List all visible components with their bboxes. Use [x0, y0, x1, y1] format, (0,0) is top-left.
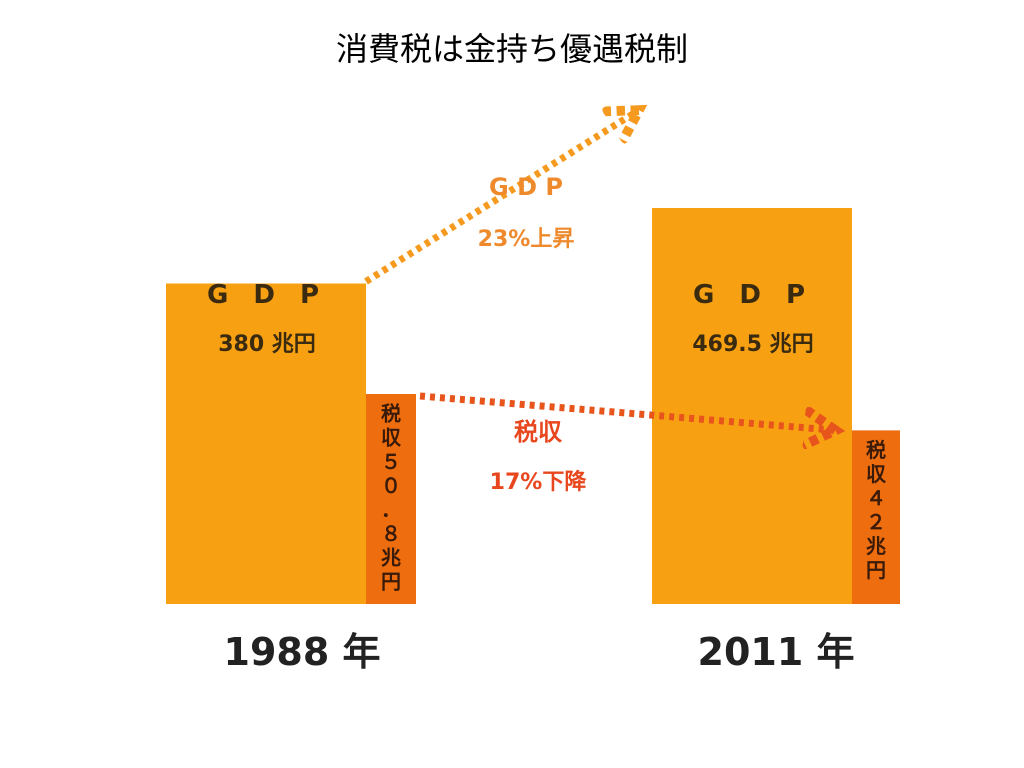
annotation-title: G D P [489, 173, 563, 201]
year-label: 1988 年 [224, 630, 381, 674]
gdp-value-label: 380 兆円 [218, 332, 316, 357]
tax-decline-arrow [419, 392, 832, 430]
tax-bar-vertical-label: 税収４２兆円 [866, 438, 887, 582]
gdp-growth-arrow [364, 112, 636, 285]
gdp-bar-1988 [166, 283, 366, 604]
annotation-change: 23%上昇 [478, 227, 575, 252]
tax-bar-vertical-label: 税収５０．８兆円 [381, 401, 402, 593]
gdp-value-label: 469.5 兆円 [692, 332, 813, 357]
year-label: 2011 年 [698, 630, 855, 674]
tax-bar-1988 [366, 394, 416, 604]
annotation-change: 17%下降 [490, 470, 588, 495]
gdp-bar-series-label: G D P [693, 280, 813, 310]
chart-title: 消費税は金持ち優遇税制 [335, 30, 688, 68]
gdp-bar-2011 [652, 208, 852, 604]
gdp-bar-series-label: G D P [207, 280, 327, 310]
annotation-title: 税収 [514, 418, 563, 446]
